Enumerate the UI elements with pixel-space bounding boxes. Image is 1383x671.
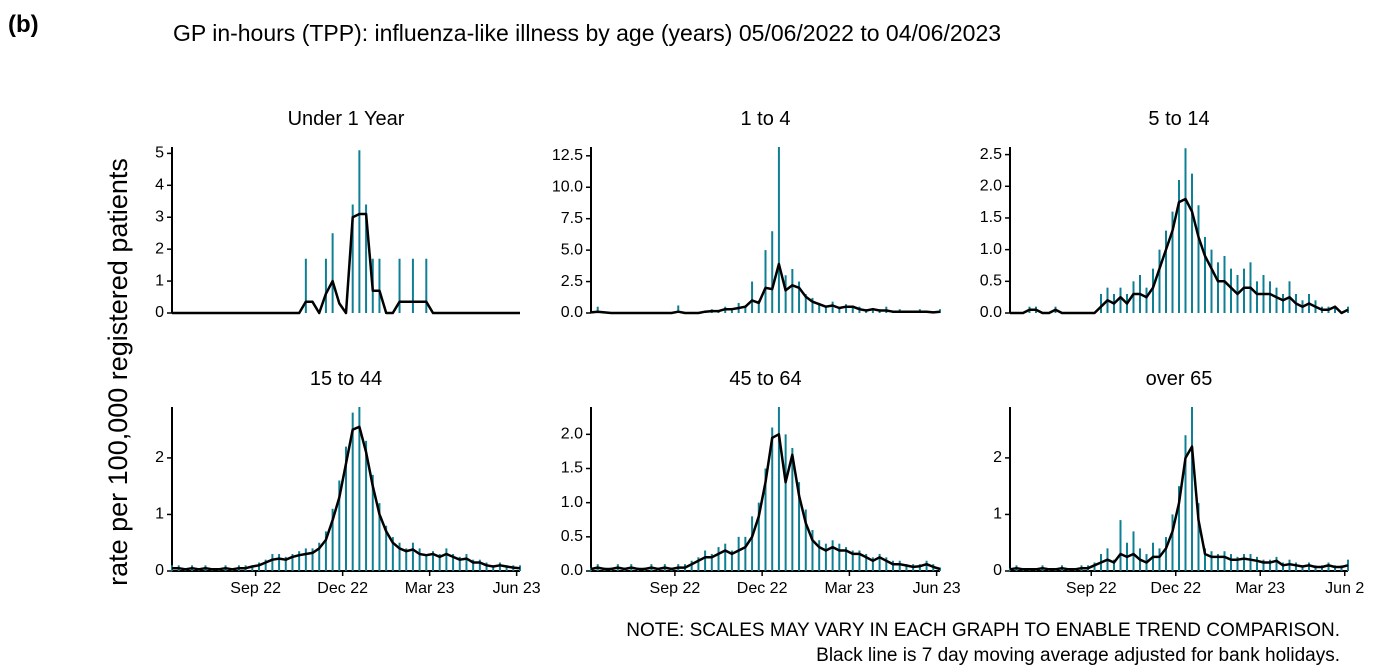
x-tick-label: Dec 22 [737,580,788,597]
panel-title: 15 to 44 [310,368,382,390]
y-tick-label: 4 [155,177,164,194]
y-tick-label: 5.0 [561,241,583,258]
x-tick-label: Dec 22 [1150,580,1201,597]
y-axis-label: rate per 100,000 registered patients [103,158,133,586]
y-tick-label: 5 [155,145,164,162]
moving-average-line [590,433,941,571]
panel-title: over 65 [1146,368,1213,390]
moving-average-line [1010,197,1349,315]
x-tick-label: Jun 2 [1325,580,1364,597]
moving-average-line [172,425,521,571]
y-tick-label: 0.0 [980,304,1002,321]
y-tick-label: 0 [155,304,164,321]
panel-title: 5 to 14 [1148,108,1209,130]
x-tick-label: Jun 23 [493,580,541,597]
y-tick-label: 1.5 [980,209,1002,226]
note: Black line is 7 day moving average adjus… [816,645,1340,666]
moving-average-line [172,212,520,315]
x-tick-label: Mar 23 [1235,580,1285,597]
y-tick-label: 2 [155,240,164,257]
note: NOTE: SCALES MAY VARY IN EACH GRAPH TO E… [626,620,1340,641]
y-tick-label: 0.5 [980,273,1002,290]
x-tick-label: Sep 22 [650,580,701,597]
y-tick-label: 0 [155,562,164,579]
x-tick-label: Dec 22 [317,580,368,597]
x-tick-label: Mar 23 [824,580,874,597]
y-tick-label: 10.0 [552,178,583,195]
y-tick-label: 2.5 [980,146,1002,163]
y-tick-label: 3 [155,208,164,225]
y-tick-label: 1 [993,506,1002,523]
panel-title: 1 to 4 [740,108,790,130]
panel-title: 45 to 64 [729,368,801,390]
y-tick-label: 2.0 [561,426,583,443]
y-tick-label: 0 [993,562,1002,579]
moving-average-line [1009,445,1349,571]
y-tick-label: 0.0 [561,304,583,321]
x-tick-label: Sep 22 [1066,580,1117,597]
panel-label: (b) [8,11,39,38]
y-tick-label: 1.0 [561,494,583,511]
y-tick-label: 1 [155,506,164,523]
y-tick-label: 2 [993,449,1002,466]
y-tick-label: 0.0 [561,562,583,579]
y-tick-label: 1.0 [980,241,1002,258]
y-tick-label: 1 [155,272,164,289]
chart-title: GP in-hours (TPP): influenza-like illnes… [173,20,1002,46]
y-tick-label: 2.5 [561,273,583,290]
x-tick-label: Mar 23 [405,580,455,597]
moving-average-line [590,262,941,315]
x-tick-label: Jun 23 [913,580,961,597]
y-tick-label: 1.5 [561,460,583,477]
y-tick-label: 7.5 [561,210,583,227]
y-tick-label: 12.5 [552,147,583,164]
panel-title: Under 1 Year [288,108,405,130]
x-tick-label: Sep 22 [230,580,281,597]
y-tick-label: 2 [155,449,164,466]
y-tick-label: 0.5 [561,528,583,545]
y-tick-label: 2.0 [980,178,1002,195]
